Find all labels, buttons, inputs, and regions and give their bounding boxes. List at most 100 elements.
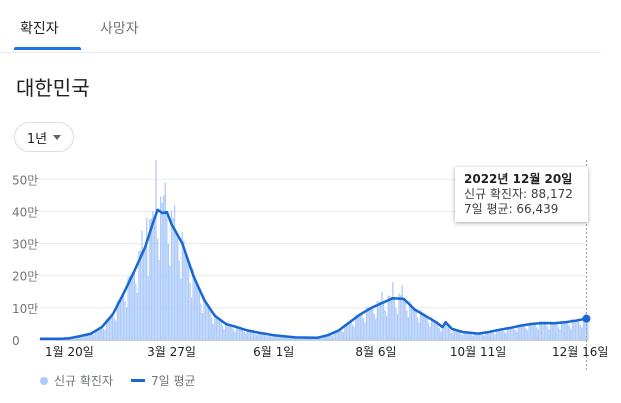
daily-case-bar (412, 306, 414, 340)
daily-case-bar (361, 313, 363, 340)
daily-case-bar (276, 336, 278, 340)
daily-case-bar (96, 329, 98, 340)
daily-case-bar (546, 326, 549, 340)
daily-case-bar (87, 334, 89, 340)
daily-case-bar (577, 320, 580, 340)
daily-case-bar (119, 297, 122, 340)
tab-bar: 확진자 사망자 (0, 0, 601, 53)
range-dropdown-button[interactable]: 1년 (14, 122, 74, 152)
daily-case-bar (138, 251, 140, 340)
daily-case-bar (200, 303, 202, 340)
daily-case-bar (293, 337, 295, 340)
daily-case-bar (438, 328, 440, 340)
daily-case-bar (327, 335, 329, 340)
y-tick-label: 20만 (12, 270, 38, 284)
tab-confirmed[interactable]: 확진자 (20, 21, 59, 37)
daily-case-bar (81, 336, 83, 340)
daily-case-bar (223, 329, 225, 340)
daily-case-bar (568, 325, 570, 340)
daily-case-bar (559, 329, 561, 340)
daily-case-bar (84, 334, 86, 340)
daily-case-bar (573, 319, 575, 340)
daily-case-bar (299, 338, 301, 340)
daily-case-bar (99, 327, 101, 340)
daily-case-bar (173, 205, 176, 340)
daily-case-bar (437, 323, 439, 340)
daily-case-bar (39, 339, 41, 340)
daily-case-bar (198, 290, 200, 340)
daily-case-bar (159, 196, 162, 340)
daily-case-bar (557, 326, 560, 340)
highlight-point (582, 314, 591, 323)
daily-case-bar (252, 331, 255, 340)
daily-case-bar (237, 326, 239, 340)
daily-case-bar (285, 336, 287, 340)
daily-case-bar (533, 323, 535, 340)
daily-case-bar (183, 240, 185, 340)
daily-case-bar (161, 202, 163, 340)
daily-case-bar (322, 335, 324, 340)
daily-case-bar (368, 307, 371, 340)
daily-case-bar (294, 337, 296, 340)
daily-case-bar (362, 318, 365, 340)
daily-case-bar (472, 335, 474, 340)
daily-case-bar (497, 329, 499, 340)
daily-case-bar (454, 328, 456, 340)
daily-case-bar (520, 324, 522, 340)
daily-case-bar (277, 337, 279, 340)
daily-case-bar (333, 331, 335, 340)
daily-case-bar (259, 332, 261, 340)
daily-case-bar (489, 331, 492, 340)
daily-case-bar (341, 330, 343, 340)
daily-case-bar (350, 321, 352, 340)
daily-case-bar (525, 328, 527, 340)
daily-case-bar (319, 337, 321, 340)
daily-case-bar (141, 230, 143, 340)
daily-case-bar (167, 243, 170, 340)
daily-case-bar (77, 336, 80, 340)
daily-case-bar (290, 336, 292, 340)
daily-case-bar (415, 310, 417, 340)
daily-case-bar (410, 303, 413, 340)
daily-case-bar (447, 325, 450, 340)
daily-case-bar (441, 325, 444, 340)
daily-case-bar (385, 315, 388, 340)
daily-case-bar (517, 324, 519, 340)
daily-case-bar (204, 299, 207, 340)
daily-case-bar (255, 335, 258, 340)
daily-case-bar (347, 322, 349, 340)
daily-case-bar (421, 311, 423, 340)
daily-case-bar (175, 230, 177, 340)
daily-case-bar (272, 335, 275, 340)
daily-case-bar (240, 328, 242, 340)
daily-case-bar (455, 329, 457, 340)
daily-case-bar (124, 301, 126, 340)
daily-case-bar (545, 323, 547, 340)
daily-case-bar (564, 321, 566, 340)
tab-deaths[interactable]: 사망자 (100, 21, 139, 37)
daily-case-bar (203, 295, 205, 340)
daily-case-bar (570, 328, 572, 340)
y-tick-label: 0 (12, 334, 20, 348)
daily-case-bar (324, 335, 326, 340)
daily-case-bar (512, 327, 515, 340)
daily-case-bar (381, 291, 383, 340)
daily-case-bar (265, 335, 267, 340)
daily-case-bar (231, 326, 233, 340)
daily-case-bar (170, 210, 173, 340)
daily-case-bar (269, 334, 272, 340)
daily-case-bar (189, 282, 191, 340)
daily-case-bar (505, 332, 507, 340)
daily-case-bar (404, 301, 406, 340)
daily-case-bar (443, 323, 445, 340)
daily-case-bar (211, 317, 213, 340)
daily-case-bar (474, 332, 476, 340)
daily-case-bar (122, 294, 125, 340)
daily-case-bar (116, 301, 118, 340)
daily-case-bar (215, 315, 218, 340)
daily-case-bar (184, 253, 187, 340)
cases-chart[interactable]: 50만 40만 30만 20만 10만 0 1월 20일 3월 27일 6월 1일 8월 6일 10… (0, 150, 621, 372)
daily-case-bar (308, 338, 310, 340)
daily-case-bar (519, 324, 521, 340)
daily-case-bar (576, 320, 578, 340)
